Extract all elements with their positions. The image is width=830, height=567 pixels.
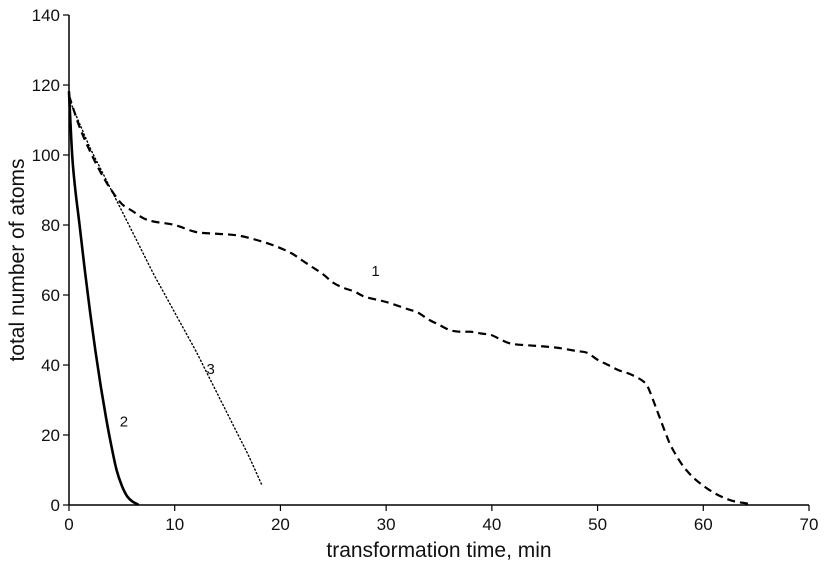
y-ticks: 0 20 40 60 80 100 120 140 [32, 6, 69, 515]
y-tick-label: 40 [41, 356, 60, 375]
x-tick-label: 0 [64, 515, 73, 534]
series-1-line [67, 95, 752, 506]
x-tick-label: 60 [694, 515, 713, 534]
x-tick-label: 50 [588, 515, 607, 534]
y-tick-label: 0 [51, 496, 60, 515]
y-axis-title: total number of atoms [6, 158, 29, 361]
x-tick-label: 30 [377, 515, 396, 534]
series-3-line [68, 98, 263, 485]
curve-label-2: 2 [120, 413, 128, 430]
y-tick-label: 120 [32, 76, 60, 95]
x-axis-title: transformation time, min [326, 539, 551, 562]
curve-label-3: 3 [206, 361, 214, 378]
annotation-layer: 1 2 3 [120, 263, 380, 431]
y-tick-label: 60 [41, 286, 60, 305]
x-ticks: 0 10 20 30 40 50 60 70 [64, 505, 818, 534]
x-tick-label: 40 [482, 515, 501, 534]
y-tick-label: 140 [32, 6, 60, 25]
y-tick-label: 80 [41, 216, 60, 235]
x-tick-label: 10 [165, 515, 184, 534]
x-tick-label: 70 [800, 515, 819, 534]
y-tick-label: 20 [41, 426, 60, 445]
x-tick-label: 20 [271, 515, 290, 534]
series-2-line [67, 90, 140, 506]
axes [68, 15, 809, 506]
y-tick-label: 100 [32, 146, 60, 165]
curve-label-1: 1 [371, 263, 379, 280]
series-layer [67, 90, 752, 506]
